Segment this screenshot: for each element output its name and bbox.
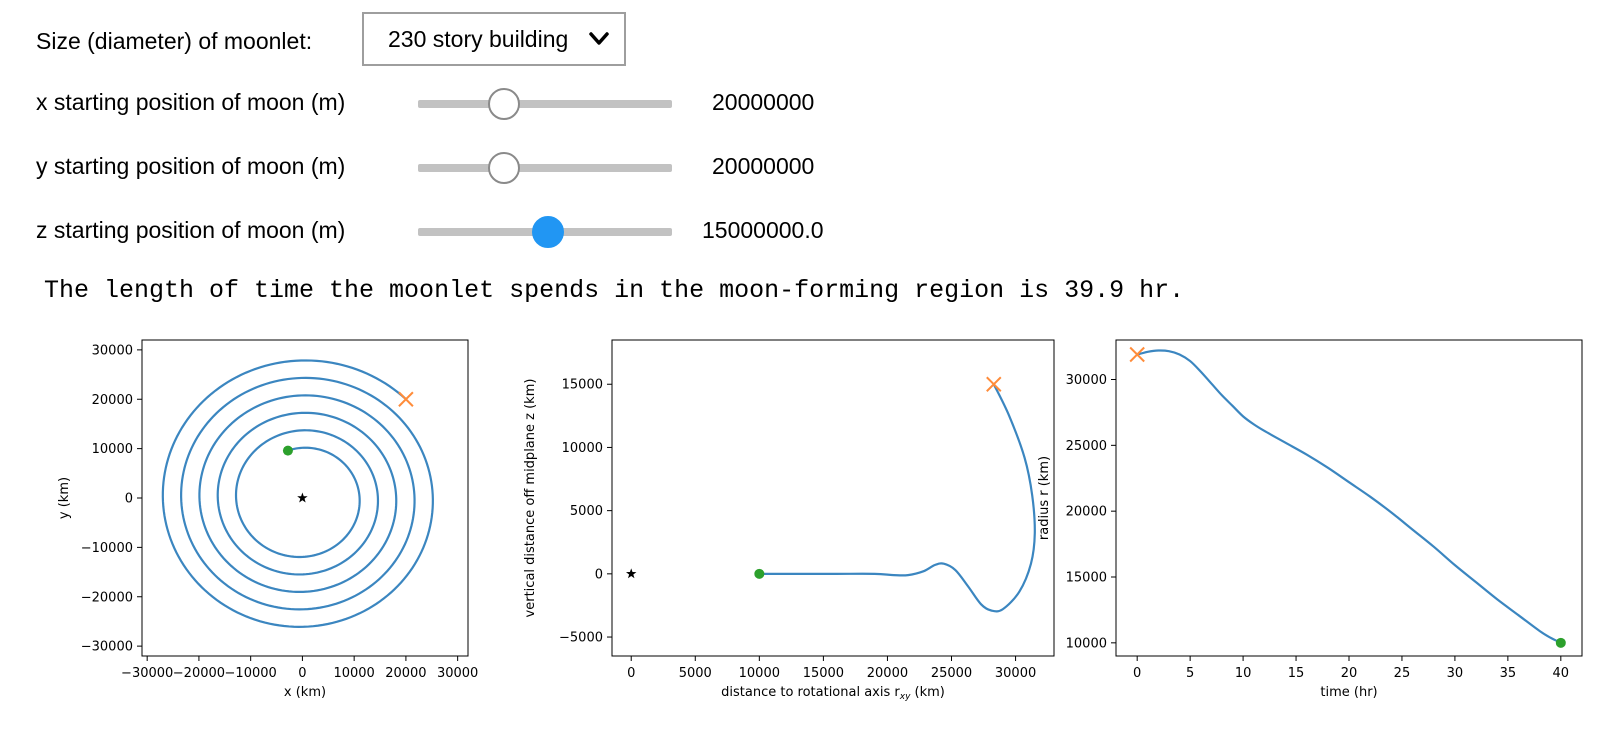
x-tick-label: 15000 bbox=[803, 666, 844, 681]
y-tick-label: 25000 bbox=[1066, 439, 1107, 454]
output-message: The length of time the moonlet spends in… bbox=[44, 276, 1185, 305]
chart-panel-3: 0 5 10 15 20 25 30 35 40 10000 15000 20000 25000 3000… bbox=[1037, 339, 1583, 700]
start-x-marker bbox=[1129, 346, 1145, 363]
x-tick-label: 25000 bbox=[931, 666, 972, 681]
y-tick-label: 5000 bbox=[570, 504, 603, 519]
y-axis-label: vertical distance off midplane z (km) bbox=[523, 379, 538, 618]
end-dot-marker bbox=[282, 445, 293, 456]
x-tick-label: −30000 bbox=[121, 666, 173, 681]
x-tick-label: 30000 bbox=[437, 666, 478, 681]
y-tick-label: −30000 bbox=[81, 640, 133, 655]
y-tick-label: 10000 bbox=[92, 442, 133, 457]
trajectory-line bbox=[759, 383, 1036, 613]
y-tick-label: 30000 bbox=[1066, 373, 1107, 388]
x-axis-label: time (hr) bbox=[1320, 685, 1377, 700]
x-tick-label: 10000 bbox=[739, 666, 780, 681]
y-tick-label: 15000 bbox=[1066, 571, 1107, 586]
y-tick-label: −5000 bbox=[559, 631, 603, 646]
slider-track bbox=[418, 100, 672, 108]
moonlet-size-dropdown[interactable]: 230 story building bbox=[362, 12, 626, 66]
moonlet-size-selected: 230 story building bbox=[388, 25, 569, 52]
x-tick-label: 30 bbox=[1447, 666, 1464, 681]
y-position-label: y starting position of moon (m) bbox=[36, 153, 346, 179]
y-tick-label: −20000 bbox=[81, 590, 133, 605]
y-position-value: 20000000 bbox=[712, 153, 815, 179]
x-tick-label: 20000 bbox=[385, 666, 426, 681]
x-tick-label: 5000 bbox=[679, 666, 712, 681]
axes-frame bbox=[1115, 339, 1583, 657]
x-tick-label: 20000 bbox=[867, 666, 908, 681]
y-position-slider[interactable] bbox=[418, 148, 672, 188]
y-tick-label: 10000 bbox=[562, 441, 603, 456]
x-tick-label: −20000 bbox=[173, 666, 225, 681]
x-tick-label: 25 bbox=[1394, 666, 1411, 681]
x-tick-label: 0 bbox=[1133, 666, 1141, 681]
axes-frame bbox=[611, 339, 1055, 657]
x-tick-label: 0 bbox=[627, 666, 635, 681]
x-tick-label: 20 bbox=[1341, 666, 1358, 681]
chevron-down-icon bbox=[589, 32, 609, 45]
trajectory-line bbox=[1136, 349, 1562, 644]
y-axis-label: y (km) bbox=[57, 477, 72, 519]
x-tick-label: 15 bbox=[1288, 666, 1305, 681]
x-tick-label: 35 bbox=[1500, 666, 1517, 681]
y-tick-label: 10000 bbox=[1066, 636, 1107, 651]
x-tick-label: 10 bbox=[1235, 666, 1252, 681]
start-x-marker bbox=[986, 376, 1002, 392]
y-tick-label: 20000 bbox=[1066, 505, 1107, 520]
trajectory-line bbox=[161, 359, 434, 628]
x-position-label: x starting position of moon (m) bbox=[36, 89, 346, 115]
x-tick-label: 10000 bbox=[333, 666, 374, 681]
plots-figure: −30000 −20000 −10000 0 10000 20000 30000−30000… bbox=[57, 339, 1583, 702]
moonlet-size-label: Size (diameter) of moonlet: bbox=[36, 28, 313, 54]
x-tick-label: 40 bbox=[1553, 666, 1570, 681]
x-tick-label: 0 bbox=[298, 666, 306, 681]
x-axis-label: distance to rotational axis rxy (km) bbox=[721, 685, 945, 702]
x-axis-label: x (km) bbox=[284, 685, 326, 700]
z-position-slider[interactable] bbox=[418, 212, 672, 252]
z-position-label: z starting position of moon (m) bbox=[36, 217, 346, 243]
planet-star-marker bbox=[625, 568, 637, 579]
slider-track bbox=[418, 164, 672, 172]
x-position-value: 20000000 bbox=[712, 89, 815, 115]
slider-thumb[interactable] bbox=[531, 216, 564, 248]
slider-thumb[interactable] bbox=[488, 152, 521, 184]
chart-panel-2: 0 5000 10000 15000 20000 25000 30000 −5000 0 5000… bbox=[523, 339, 1055, 702]
y-axis-label: radius r (km) bbox=[1037, 456, 1052, 540]
y-tick-label: 20000 bbox=[92, 393, 133, 408]
x-tick-label: −10000 bbox=[225, 666, 277, 681]
y-tick-label: 30000 bbox=[92, 343, 133, 358]
z-position-value: 15000000.0 bbox=[702, 217, 824, 243]
start-x-marker bbox=[398, 391, 414, 407]
y-tick-label: −10000 bbox=[81, 541, 133, 556]
chart-panel-1: −30000 −20000 −10000 0 10000 20000 30000−30000… bbox=[57, 339, 478, 700]
slider-thumb[interactable] bbox=[488, 88, 521, 120]
y-tick-label: 0 bbox=[595, 567, 603, 582]
x-position-slider[interactable] bbox=[418, 84, 672, 124]
y-tick-label: 15000 bbox=[562, 378, 603, 393]
x-tick-label: 30000 bbox=[995, 666, 1036, 681]
y-tick-label: 0 bbox=[125, 492, 133, 507]
planet-star-marker bbox=[297, 492, 308, 503]
end-dot-marker bbox=[1555, 637, 1566, 648]
x-tick-label: 5 bbox=[1186, 666, 1194, 681]
end-dot-marker bbox=[754, 568, 765, 579]
